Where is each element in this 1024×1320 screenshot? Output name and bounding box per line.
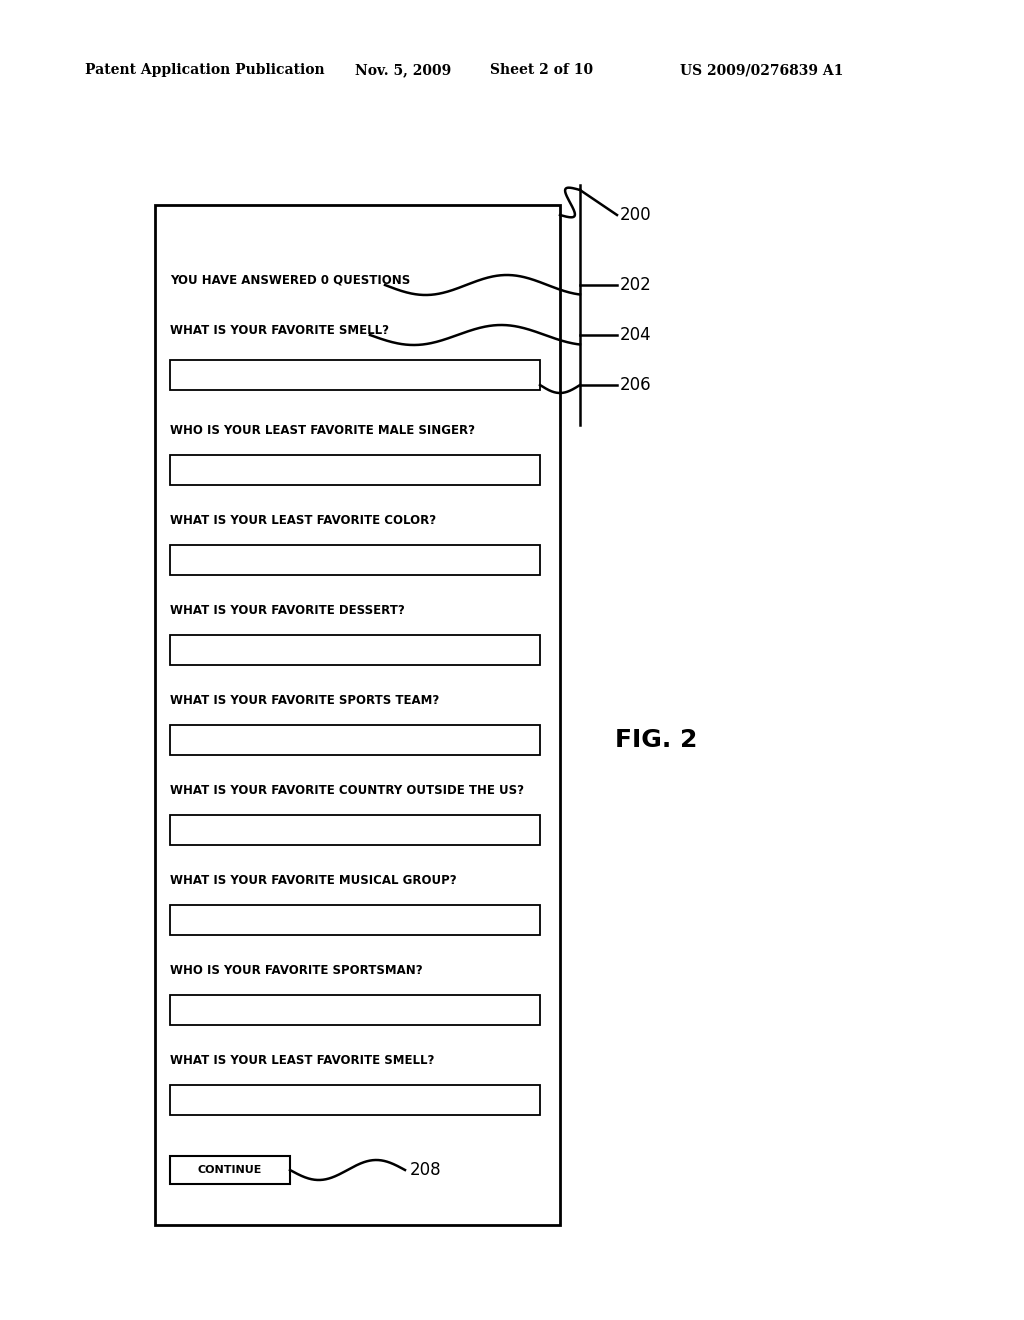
Text: WHAT IS YOUR FAVORITE DESSERT?: WHAT IS YOUR FAVORITE DESSERT?: [170, 603, 404, 616]
Bar: [170, 455, 540, 484]
Bar: [170, 906, 540, 935]
Text: 208: 208: [410, 1162, 441, 1179]
Text: WHAT IS YOUR FAVORITE SPORTS TEAM?: WHAT IS YOUR FAVORITE SPORTS TEAM?: [170, 693, 439, 706]
Text: 202: 202: [620, 276, 651, 294]
Text: 206: 206: [620, 376, 651, 393]
Text: WHAT IS YOUR FAVORITE MUSICAL GROUP?: WHAT IS YOUR FAVORITE MUSICAL GROUP?: [170, 874, 457, 887]
Text: Nov. 5, 2009: Nov. 5, 2009: [355, 63, 452, 77]
Bar: [170, 360, 540, 389]
Bar: [170, 995, 540, 1026]
Bar: [170, 725, 540, 755]
Text: YOU HAVE ANSWERED 0 QUESTIONS: YOU HAVE ANSWERED 0 QUESTIONS: [170, 273, 411, 286]
Bar: [155, 205, 560, 1225]
Bar: [170, 545, 540, 576]
Text: Sheet 2 of 10: Sheet 2 of 10: [490, 63, 593, 77]
Bar: [170, 1085, 540, 1115]
Text: WHAT IS YOUR LEAST FAVORITE SMELL?: WHAT IS YOUR LEAST FAVORITE SMELL?: [170, 1053, 434, 1067]
Text: WHAT IS YOUR FAVORITE SMELL?: WHAT IS YOUR FAVORITE SMELL?: [170, 323, 389, 337]
Text: 200: 200: [620, 206, 651, 224]
Bar: [170, 635, 540, 665]
Text: WHAT IS YOUR FAVORITE COUNTRY OUTSIDE THE US?: WHAT IS YOUR FAVORITE COUNTRY OUTSIDE TH…: [170, 784, 524, 796]
Text: Patent Application Publication: Patent Application Publication: [85, 63, 325, 77]
Text: CONTINUE: CONTINUE: [198, 1166, 262, 1175]
Text: WHAT IS YOUR LEAST FAVORITE COLOR?: WHAT IS YOUR LEAST FAVORITE COLOR?: [170, 513, 436, 527]
Bar: [170, 814, 540, 845]
Bar: [170, 1156, 290, 1184]
Text: WHO IS YOUR FAVORITE SPORTSMAN?: WHO IS YOUR FAVORITE SPORTSMAN?: [170, 964, 423, 977]
Text: US 2009/0276839 A1: US 2009/0276839 A1: [680, 63, 844, 77]
Text: WHO IS YOUR LEAST FAVORITE MALE SINGER?: WHO IS YOUR LEAST FAVORITE MALE SINGER?: [170, 424, 475, 437]
Text: 204: 204: [620, 326, 651, 345]
Text: FIG. 2: FIG. 2: [615, 729, 697, 752]
